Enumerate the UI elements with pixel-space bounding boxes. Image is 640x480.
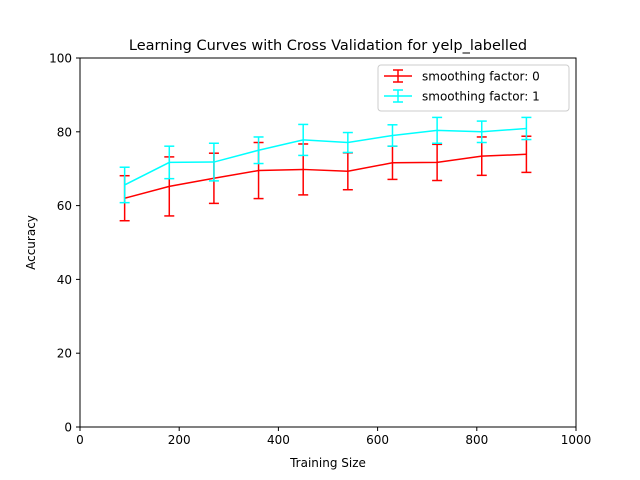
x-tick-label: 200 [168, 433, 191, 447]
chart-title: Learning Curves with Cross Validation fo… [129, 38, 527, 54]
y-tick-label: 0 [64, 421, 72, 435]
x-axis: 0 200 400 600 800 1000 [76, 427, 591, 447]
x-tick-label: 0 [76, 433, 84, 447]
y-tick-label: 80 [57, 125, 72, 139]
error-bar [208, 142, 219, 182]
series-0 [119, 135, 532, 222]
legend-box [377, 64, 570, 112]
plot-area [119, 116, 532, 222]
error-bar [432, 143, 443, 182]
error-bar [342, 131, 353, 154]
y-tick-label: 60 [57, 199, 72, 213]
y-tick-label: 100 [49, 52, 72, 66]
series-1 [119, 116, 532, 204]
legend: smoothing factor: 0 smoothing factor: 1 [377, 64, 570, 112]
series-line [124, 153, 527, 199]
x-tick-label: 400 [267, 433, 290, 447]
legend-label: smoothing factor: 1 [422, 90, 540, 104]
error-bar [253, 136, 264, 165]
error-bar [164, 145, 175, 180]
x-tick-label: 800 [465, 433, 488, 447]
error-bar [432, 116, 443, 144]
legend-item-0: smoothing factor: 0 [384, 69, 540, 84]
legend-label: smoothing factor: 0 [422, 70, 540, 84]
series-line [124, 127, 527, 186]
y-axis-label: Accuracy [24, 215, 38, 270]
error-bar [119, 166, 130, 204]
y-axis: 0 20 40 60 80 100 [49, 52, 80, 435]
x-tick-label: 600 [366, 433, 389, 447]
legend-item-1: smoothing factor: 1 [384, 89, 540, 104]
x-tick-label: 1000 [561, 433, 592, 447]
x-axis-label: Training Size [289, 456, 366, 470]
y-tick-label: 40 [57, 273, 72, 287]
error-bar [298, 123, 309, 157]
error-bar [521, 116, 532, 141]
plot-frame [79, 57, 577, 428]
error-bar [476, 120, 487, 144]
y-tick-label: 20 [57, 347, 72, 361]
error-bar [387, 124, 398, 147]
